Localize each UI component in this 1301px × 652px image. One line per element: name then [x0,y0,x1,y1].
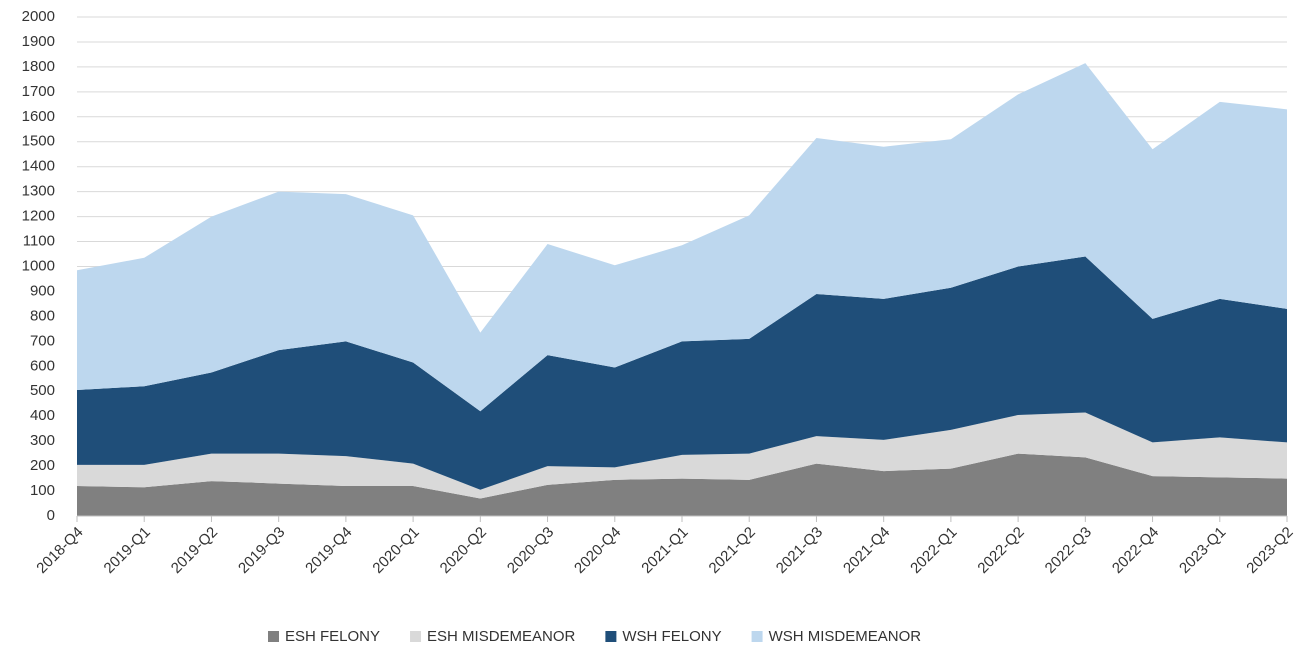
x-tick-label: 2020-Q4 [571,524,624,577]
y-tick-label: 800 [30,307,55,324]
y-tick-label: 1400 [22,158,55,175]
legend-swatch [410,631,422,642]
x-tick-label: 2021-Q2 [706,524,759,577]
y-tick-label: 200 [30,457,55,474]
x-tick-label: 2023-Q1 [1176,524,1229,577]
y-tick-label: 0 [47,507,55,524]
x-tick-label: 2020-Q1 [369,524,422,577]
legend-swatch [751,631,763,642]
x-tick-label: 2022-Q4 [1109,524,1162,577]
legend-label: WSH FELONY [622,628,721,645]
y-tick-label: 900 [30,282,55,299]
y-tick-label: 600 [30,357,55,374]
x-tick-label: 2019-Q2 [168,524,221,577]
y-tick-label: 300 [30,432,55,449]
y-tick-label: 2000 [22,8,55,25]
legend-label: ESH FELONY [285,628,380,645]
x-tick-label: 2019-Q1 [101,524,154,577]
x-tick-label: 2022-Q3 [1042,524,1095,577]
area [77,412,1287,499]
x-tick-label: 2018-Q4 [33,524,86,577]
y-tick-label: 1600 [22,108,55,125]
x-tick-label: 2019-Q4 [302,524,355,577]
x-tick-label: 2023-Q2 [1243,524,1296,577]
y-tick-label: 700 [30,332,55,349]
y-tick-label: 1200 [22,208,55,225]
x-tick-label: 2022-Q2 [974,524,1027,577]
x-tick-label: 2021-Q3 [773,524,826,577]
x-tick-label: 2022-Q1 [907,524,960,577]
y-tick-label: 100 [30,482,55,499]
legend-swatch [268,631,279,642]
y-tick-label: 1800 [22,58,55,75]
x-tick-label: 2021-Q1 [638,524,691,577]
area [77,63,1287,412]
y-tick-label: 1900 [22,33,55,50]
x-tick-label: 2020-Q2 [437,524,490,577]
legend-label: WSH MISDEMEANOR [769,628,922,645]
x-tick-label: 2020-Q3 [504,524,557,577]
y-tick-label: 1700 [22,83,55,100]
y-tick-label: 1500 [22,133,55,150]
area [77,453,1287,516]
y-tick-label: 1300 [22,183,55,200]
legend-swatch [605,631,617,642]
x-tick-label: 2021-Q4 [840,524,893,577]
y-tick-label: 1100 [23,233,55,250]
legend-label: ESH MISDEMEANOR [427,628,576,645]
y-tick-label: 500 [30,382,55,399]
x-tick-label: 2019-Q3 [235,524,288,577]
y-tick-label: 1000 [22,257,55,274]
area [77,256,1287,490]
y-tick-label: 400 [30,407,55,424]
